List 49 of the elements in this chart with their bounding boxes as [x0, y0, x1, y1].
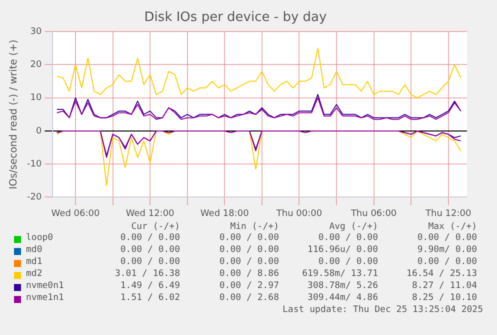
text: 0.00 / 8.86 — [219, 269, 279, 279]
text: Last update: Thu Dec 25 13:25:04 2025 — [282, 305, 483, 315]
text: 0.00 / 0.00 — [219, 245, 279, 255]
y-tick-label: 10 — [30, 93, 42, 104]
text: 1.49 / 6.49 — [120, 281, 180, 291]
text: 8.27 / 11.04 — [412, 281, 477, 291]
legend-label: nvme0n1 — [26, 281, 64, 291]
chart-title: Disk IOs per device - by day — [144, 10, 328, 26]
text: 0.00 / 0.00 — [219, 257, 279, 267]
y-tick-label: -10 — [26, 159, 42, 170]
y-tick-label: -20 — [26, 192, 42, 203]
x-tick-label: Wed 18:00 — [200, 208, 250, 219]
legend-label: md2 — [26, 269, 42, 279]
text: 8.25 / 10.10 — [412, 293, 477, 303]
text: 0.00 / 2.68 — [219, 293, 279, 303]
text: Min (-/+) — [230, 222, 279, 232]
text: 1.51 / 6.02 — [120, 293, 180, 303]
y-tick-label: 20 — [30, 60, 42, 70]
text: Cur (-/+) — [131, 222, 180, 232]
legend-label: md1 — [26, 257, 42, 267]
text: 0.00 / 0.00 — [219, 233, 279, 243]
y-tick-label: 30 — [30, 26, 42, 37]
x-tick-label: Thu 00:00 — [275, 208, 322, 219]
text: Avg (-/+) — [329, 222, 378, 232]
legend-label: loop0 — [26, 233, 54, 243]
x-tick-label: Thu 06:00 — [350, 208, 397, 219]
text: 0.00 / 0.00 — [120, 245, 180, 255]
text: 0.00 / 0.00 — [120, 257, 180, 267]
x-tick-label: Wed 12:00 — [126, 208, 175, 219]
text: 0.00 / 0.00 — [318, 257, 378, 267]
text: 0.00 / 0.00 — [120, 233, 180, 243]
text: 0.00 / 2.97 — [219, 281, 279, 291]
x-tick-label: Wed 06:00 — [51, 208, 100, 219]
text: 309.44m/ 4.86 — [308, 293, 378, 303]
y-tick-label: 0 — [36, 126, 42, 136]
text: 0.00 / 0.00 — [318, 233, 378, 243]
x-tick-label: Thu 12:00 — [424, 208, 472, 219]
y-axis-title: IOs/second read (-) / write (+) — [8, 40, 20, 190]
text: 16.54 / 25.13 — [406, 269, 477, 279]
text: 0.00 / 0.00 — [417, 233, 477, 243]
text: 308.78m/ 5.26 — [308, 281, 378, 291]
text: 116.96u/ 0.00 — [308, 245, 378, 255]
legend-label: nvme1n1 — [26, 293, 64, 303]
text: 9.90m/ 0.00 — [417, 245, 477, 255]
legend-label: md0 — [26, 245, 42, 255]
text: 3.01 / 16.38 — [114, 269, 180, 279]
text: 619.58m/ 13.71 — [302, 269, 378, 279]
text: Max (-/+) — [428, 222, 477, 232]
text: 0.00 / 0.00 — [417, 257, 477, 267]
